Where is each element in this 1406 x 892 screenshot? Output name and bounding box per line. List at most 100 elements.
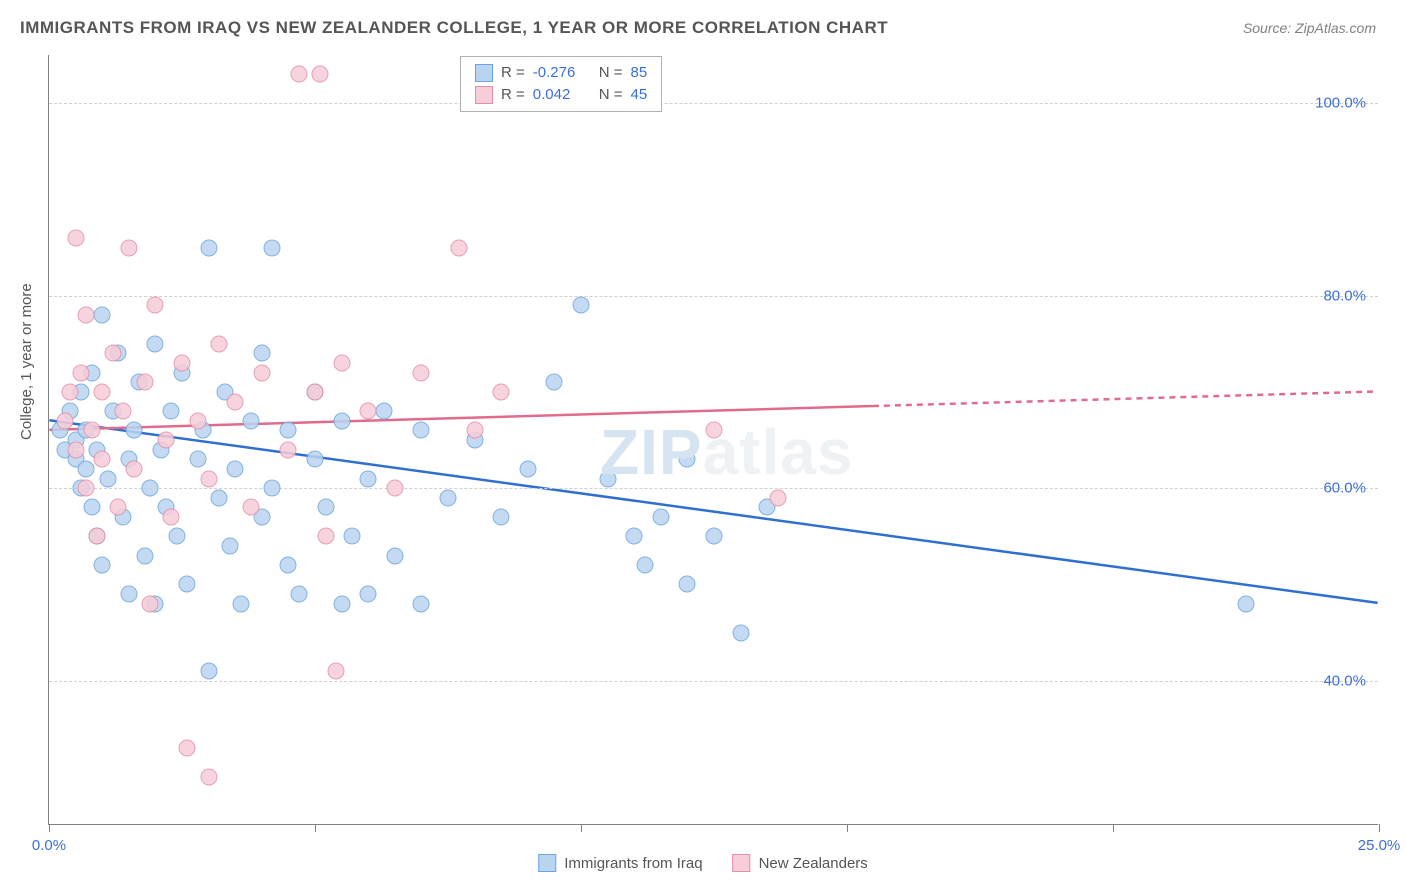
scatter-point <box>94 306 111 323</box>
scatter-point <box>328 663 345 680</box>
gridline <box>49 296 1378 297</box>
scatter-point <box>360 403 377 420</box>
x-tick <box>1113 824 1114 832</box>
scatter-point <box>312 66 329 83</box>
y-axis-label: College, 1 year or more <box>18 283 35 440</box>
x-tick-label: 25.0% <box>1358 837 1401 854</box>
scatter-point <box>360 470 377 487</box>
scatter-point <box>413 364 430 381</box>
x-tick <box>315 824 316 832</box>
scatter-point <box>72 364 89 381</box>
plot-area: 40.0%60.0%80.0%100.0%0.0%25.0% <box>48 55 1378 825</box>
scatter-point <box>519 460 536 477</box>
x-tick <box>1379 824 1380 832</box>
scatter-point <box>83 422 100 439</box>
legend-row: R = 0.042 N = 45 <box>475 84 647 106</box>
legend-r-label: R = <box>501 84 525 106</box>
scatter-point <box>706 528 723 545</box>
y-tick-label: 40.0% <box>1323 672 1366 689</box>
scatter-point <box>189 451 206 468</box>
scatter-point <box>78 480 95 497</box>
scatter-point <box>636 557 653 574</box>
scatter-point <box>200 663 217 680</box>
scatter-point <box>67 441 84 458</box>
source-attribution: Source: ZipAtlas.com <box>1243 20 1376 36</box>
scatter-point <box>83 499 100 516</box>
scatter-point <box>232 595 249 612</box>
legend-r-label: R = <box>501 62 525 84</box>
scatter-point <box>546 374 563 391</box>
legend-swatch <box>733 854 751 872</box>
scatter-point <box>386 547 403 564</box>
scatter-point <box>136 374 153 391</box>
scatter-point <box>450 239 467 256</box>
gridline <box>49 681 1378 682</box>
legend-n-label: N = <box>599 62 623 84</box>
scatter-point <box>626 528 643 545</box>
scatter-point <box>243 412 260 429</box>
legend-r-value: 0.042 <box>533 84 591 106</box>
y-tick-label: 60.0% <box>1323 480 1366 497</box>
scatter-point <box>120 586 137 603</box>
scatter-point <box>120 239 137 256</box>
scatter-point <box>706 422 723 439</box>
scatter-point <box>211 335 228 352</box>
scatter-point <box>573 297 590 314</box>
legend-series-label: New Zealanders <box>759 855 868 872</box>
scatter-point <box>126 422 143 439</box>
scatter-point <box>360 586 377 603</box>
scatter-point <box>99 470 116 487</box>
scatter-point <box>78 306 95 323</box>
scatter-point <box>333 595 350 612</box>
scatter-point <box>493 509 510 526</box>
scatter-point <box>280 422 297 439</box>
scatter-point <box>413 595 430 612</box>
scatter-point <box>333 355 350 372</box>
legend-series: Immigrants from Iraq New Zealanders <box>538 854 868 872</box>
scatter-point <box>413 422 430 439</box>
scatter-point <box>78 460 95 477</box>
scatter-point <box>158 432 175 449</box>
scatter-point <box>110 499 127 516</box>
x-tick <box>847 824 848 832</box>
scatter-point <box>599 470 616 487</box>
legend-series-item: Immigrants from Iraq <box>538 854 702 872</box>
legend-series-item: New Zealanders <box>733 854 868 872</box>
scatter-point <box>94 451 111 468</box>
scatter-point <box>104 345 121 362</box>
scatter-point <box>243 499 260 516</box>
scatter-point <box>307 383 324 400</box>
scatter-point <box>264 239 281 256</box>
scatter-point <box>291 586 308 603</box>
gridline <box>49 103 1378 104</box>
legend-swatch <box>475 86 493 104</box>
scatter-point <box>147 335 164 352</box>
scatter-point <box>163 403 180 420</box>
scatter-point <box>189 412 206 429</box>
scatter-point <box>136 547 153 564</box>
scatter-point <box>317 528 334 545</box>
scatter-point <box>769 489 786 506</box>
scatter-point <box>67 229 84 246</box>
scatter-point <box>386 480 403 497</box>
legend-row: R =-0.276N =85 <box>475 62 647 84</box>
scatter-point <box>227 460 244 477</box>
scatter-point <box>142 595 159 612</box>
scatter-point <box>307 451 324 468</box>
y-tick-label: 80.0% <box>1323 287 1366 304</box>
y-tick-label: 100.0% <box>1315 95 1366 112</box>
scatter-point <box>291 66 308 83</box>
scatter-point <box>732 624 749 641</box>
scatter-point <box>440 489 457 506</box>
source-label: Source: <box>1243 20 1291 36</box>
x-tick <box>581 824 582 832</box>
scatter-point <box>94 557 111 574</box>
legend-n-label: N = <box>599 84 623 106</box>
legend-swatch <box>475 64 493 82</box>
scatter-point <box>126 460 143 477</box>
source-value: ZipAtlas.com <box>1295 20 1376 36</box>
scatter-point <box>264 480 281 497</box>
legend-n-value: 45 <box>631 84 648 106</box>
page-title: IMMIGRANTS FROM IRAQ VS NEW ZEALANDER CO… <box>20 18 888 38</box>
scatter-point <box>652 509 669 526</box>
